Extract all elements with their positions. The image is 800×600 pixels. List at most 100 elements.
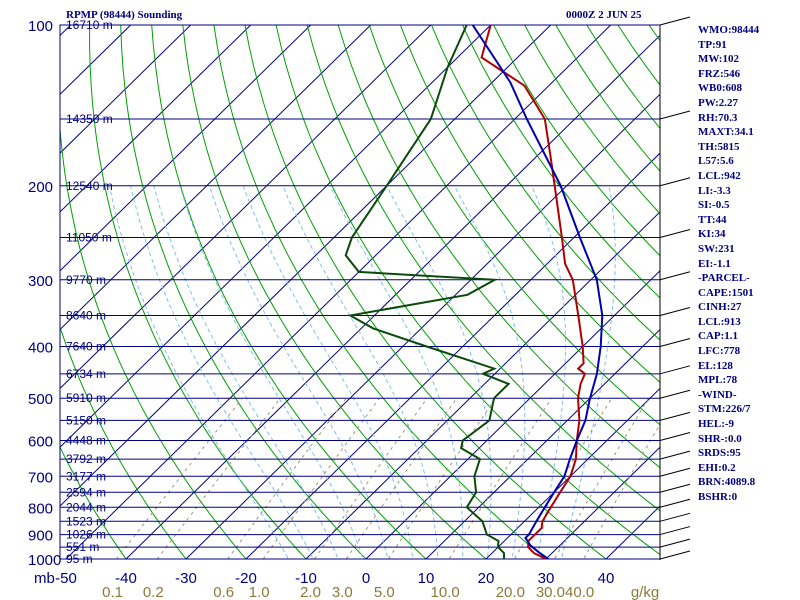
height-label: 551 m: [66, 540, 99, 554]
temperature-tick-label: 10: [418, 570, 435, 587]
wind-barb: [659, 229, 691, 238]
dry-adiabat-line: [462, 25, 660, 299]
height-label: 12540 m: [66, 179, 113, 193]
height-label: 3177 m: [66, 469, 106, 483]
moist-adiabat-line: [179, 185, 364, 559]
isotherm-line: [245, 152, 660, 559]
background-grid: [60, 25, 660, 559]
mixing-ratio-line: [387, 397, 496, 559]
isotherm-line: [125, 34, 660, 559]
index-item: -WIND-: [698, 388, 737, 401]
dry-adiabat-line: [493, 25, 660, 257]
dry-adiabat-line: [182, 25, 487, 559]
index-item: LCL:913: [698, 315, 741, 328]
height-label: 7640 m: [66, 340, 106, 354]
wind-barb: [659, 365, 691, 375]
index-item: L57:5.6: [698, 155, 734, 168]
index-item: SHR-:0.0: [698, 432, 742, 445]
index-item: TP:91: [698, 38, 727, 51]
dry-adiabat-line: [60, 122, 247, 559]
height-label: 1026 m: [66, 528, 106, 542]
moist-adiabat-line: [153, 185, 339, 559]
index-item: TT:44: [698, 213, 727, 226]
stability-indices-list: WMO:98444 TP:91 MW:102 FRZ:546 WB0:608 PW:2.2…: [698, 23, 759, 505]
wind-barb: [659, 271, 691, 281]
isotherm-line: [305, 211, 660, 559]
dry-adiabat-line: [120, 25, 367, 559]
height-label: 95 m: [66, 552, 93, 566]
index-item: SW:231: [698, 242, 735, 255]
dry-adiabat-line: [586, 25, 660, 130]
dry-adiabat-line: [555, 25, 660, 172]
wind-barb: [659, 411, 691, 421]
mixing-ratio-line: [227, 397, 347, 559]
mixing-ratio-label: 5.0: [374, 584, 395, 600]
moist-adiabat-line: [242, 185, 414, 559]
index-item: EI:-1.1: [698, 257, 731, 270]
chart-title: RPMP (98444) Sounding: [66, 9, 183, 21]
mixing-ratio-label: 3.0: [332, 584, 353, 600]
height-label: 2594 m: [66, 485, 106, 499]
isotherm-line: [60, 25, 312, 272]
height-label: 6734 m: [66, 367, 106, 381]
parcel-profile-line: [471, 25, 604, 559]
isobar-lines: [59, 24, 661, 560]
height-label: 9770 m: [66, 273, 106, 287]
plot-frame: [59, 24, 661, 560]
moist-adiabat-line: [531, 185, 566, 559]
temperature-tick-label: -10: [295, 570, 317, 587]
moist-adiabat-line: [386, 185, 492, 559]
moist-adiabat-line: [329, 185, 464, 559]
pressure-tick-label: 1000: [28, 552, 61, 569]
moist-adiabat-line: [453, 185, 526, 559]
mixing-ratio-label: 2.0: [300, 584, 321, 600]
wind-barb: [659, 526, 691, 536]
moist-adiabat-line: [130, 185, 314, 559]
index-item: EL:128: [698, 359, 733, 372]
isotherm-line: [60, 25, 372, 331]
height-label: 11050 m: [66, 230, 112, 244]
index-item: CAPE:1501: [698, 286, 754, 299]
index-item: WMO:98444: [698, 24, 760, 36]
dewpoint-profile-line: [344, 25, 511, 559]
dry-adiabat-line: [368, 25, 660, 426]
mixing-ratio-label: 10.0: [431, 584, 460, 600]
pressure-tick-label: 200: [28, 179, 53, 196]
mixing-ratio-label: 40.0: [565, 584, 594, 600]
height-label: 1523 m: [66, 514, 106, 528]
isotherm-line: [60, 25, 252, 213]
mixing-ratio-line: [115, 397, 243, 559]
temperature-tick-label: 0: [362, 570, 370, 587]
dry-adiabat-line: [431, 25, 660, 341]
index-item: MPL:78: [698, 374, 738, 387]
wind-barb: [659, 16, 691, 26]
wind-barb: [659, 389, 691, 399]
index-item: EHI:0.2: [698, 461, 736, 474]
index-item: TH:5815: [698, 140, 740, 153]
temperature-tick-label: -40: [115, 570, 137, 587]
wind-barb-column: [659, 16, 691, 560]
mixing-ratio-line: [345, 397, 458, 559]
index-item: BRN:4089.8: [698, 476, 756, 489]
mixing-ratio-unit: g/kg: [631, 584, 659, 600]
mixing-ratio-label: 1.0: [249, 584, 270, 600]
temperature-tick-label: -30: [175, 570, 197, 587]
wind-barb: [659, 498, 691, 508]
wind-barb: [659, 307, 691, 317]
dry-adiabat-line: [337, 25, 660, 469]
mixing-ratio-line: [262, 397, 380, 559]
index-item: STM:226/7: [698, 403, 751, 416]
wind-barb: [659, 450, 691, 460]
pressure-tick-label: 100: [28, 18, 53, 35]
wind-barb: [659, 177, 691, 187]
sounding-lines: [344, 25, 604, 559]
isotherm-line: [60, 25, 492, 448]
wind-barb: [659, 110, 691, 120]
temperature-tick-label: -20: [235, 570, 257, 587]
moist-adiabat-line: [560, 185, 616, 559]
index-item: MAXT:34.1: [698, 126, 754, 139]
dry-adiabat-line: [306, 25, 660, 512]
index-item: MW:102: [698, 53, 739, 66]
